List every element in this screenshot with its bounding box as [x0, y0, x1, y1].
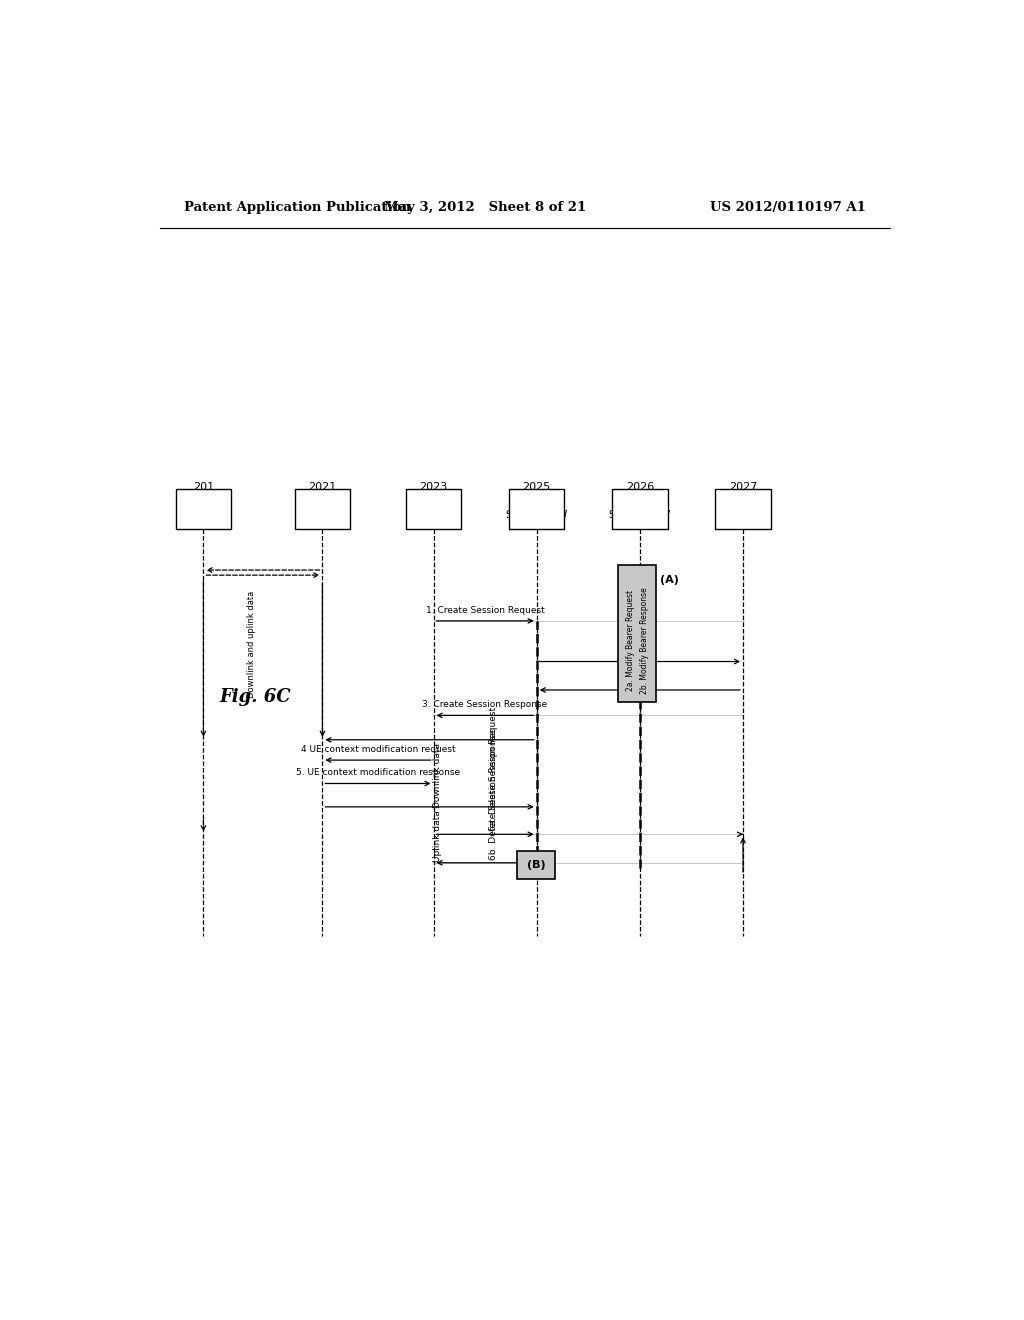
Text: May 3, 2012   Sheet 8 of 21: May 3, 2012 Sheet 8 of 21 [384, 201, 587, 214]
Text: 2b. Modify Bearer Response: 2b. Modify Bearer Response [640, 587, 649, 694]
Text: (B): (B) [526, 859, 545, 870]
Text: 2026: 2026 [626, 482, 654, 491]
Text: eNodeB: eNodeB [302, 504, 343, 513]
Bar [509, 488, 564, 529]
Text: 1. Create Session Request: 1. Create Session Request [426, 606, 545, 615]
Text: Fig. 6C: Fig. 6C [219, 688, 291, 706]
Text: Target
Serving GW: Target Serving GW [609, 498, 671, 520]
Text: 2a. Modify Bearer Request: 2a. Modify Bearer Request [627, 590, 636, 690]
Text: 2025: 2025 [522, 482, 551, 491]
Text: (A): (A) [659, 576, 679, 585]
Text: 201: 201 [193, 482, 214, 491]
Text: Downlink and uplink data: Downlink and uplink data [247, 590, 256, 698]
Text: US 2012/0110197 A1: US 2012/0110197 A1 [711, 201, 866, 214]
Text: MME: MME [422, 504, 445, 513]
Bar [617, 565, 655, 702]
Bar [715, 488, 771, 529]
Bar [406, 488, 461, 529]
Bar [176, 488, 231, 529]
Text: 2027: 2027 [729, 482, 757, 491]
Text: PDN GW: PDN GW [721, 504, 765, 513]
Text: 2023: 2023 [420, 482, 447, 491]
Text: 5. UE context modification response: 5. UE context modification response [296, 768, 460, 777]
Text: 4 UE context modification request: 4 UE context modification request [301, 744, 456, 754]
Text: Patent Application Publication: Patent Application Publication [183, 201, 411, 214]
Bar [517, 850, 555, 879]
Text: 2021: 2021 [308, 482, 337, 491]
Text: Downlink data: Downlink data [433, 743, 442, 808]
Text: 6b. Delete Session Response: 6b. Delete Session Response [488, 729, 498, 859]
Bar [612, 488, 668, 529]
Text: 3. Create Session Response: 3. Create Session Response [423, 701, 548, 709]
Text: 6a. Delete Session Request: 6a. Delete Session Request [488, 708, 498, 832]
Text: Uplink data: Uplink data [433, 810, 442, 862]
Bar [295, 488, 350, 529]
Text: UE: UE [197, 504, 210, 513]
Text: Source
Serving GW: Source Serving GW [506, 498, 567, 520]
